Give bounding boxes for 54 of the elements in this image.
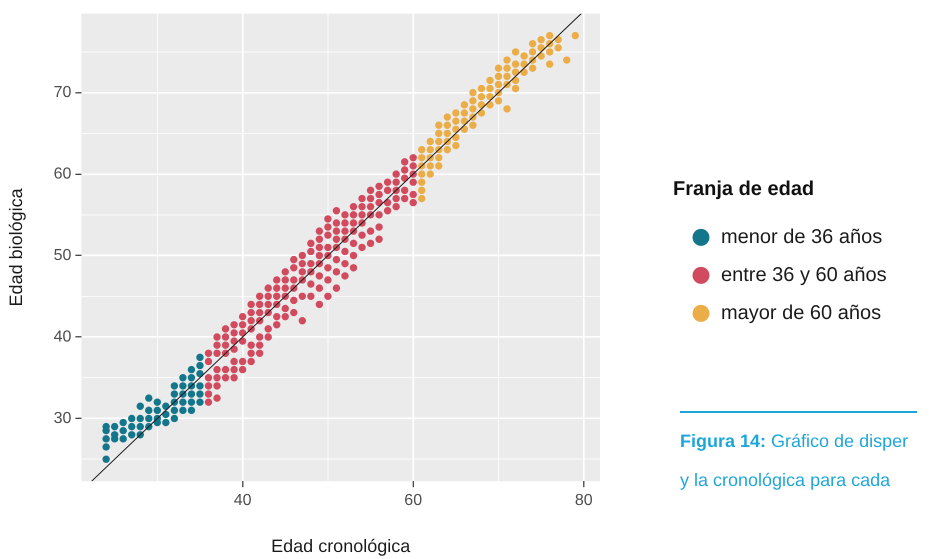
x-tick-label: 40 bbox=[234, 492, 252, 510]
point bbox=[188, 390, 196, 398]
point bbox=[136, 422, 144, 430]
point bbox=[110, 422, 118, 430]
point bbox=[154, 406, 162, 414]
point bbox=[145, 394, 152, 402]
point bbox=[145, 414, 152, 422]
y-tick-label: 50 bbox=[54, 246, 72, 264]
y-tick-label: 30 bbox=[54, 410, 72, 427]
point bbox=[179, 406, 187, 414]
point bbox=[102, 456, 110, 463]
y-tick-label: 60 bbox=[54, 165, 72, 182]
point bbox=[179, 382, 187, 390]
y-tick-label: 70 bbox=[54, 84, 72, 102]
point bbox=[196, 362, 204, 370]
x-tick-label: 60 bbox=[404, 492, 422, 510]
point bbox=[196, 382, 204, 390]
point bbox=[136, 402, 144, 410]
point bbox=[170, 390, 178, 398]
point bbox=[196, 390, 204, 398]
point bbox=[102, 443, 110, 451]
point bbox=[170, 382, 178, 390]
point bbox=[188, 398, 196, 406]
legend-label: mayor de 60 años bbox=[721, 302, 882, 324]
point bbox=[196, 398, 204, 406]
point bbox=[102, 435, 110, 443]
point bbox=[179, 398, 187, 406]
point bbox=[170, 406, 178, 414]
x-tick-label: 80 bbox=[574, 492, 593, 510]
point bbox=[162, 402, 170, 410]
point bbox=[145, 406, 152, 414]
y-tick-label: 40 bbox=[54, 328, 72, 346]
point bbox=[128, 414, 136, 422]
point bbox=[196, 354, 204, 362]
point bbox=[136, 414, 144, 422]
legend-label: entre 36 y 60 años bbox=[721, 264, 887, 286]
point bbox=[154, 398, 162, 406]
text: y la cronológica para cada bbox=[680, 469, 890, 491]
point bbox=[119, 426, 127, 434]
point bbox=[188, 366, 196, 374]
point bbox=[119, 435, 127, 443]
legend-label: menor de 36 años bbox=[721, 226, 882, 248]
legend-title: Franja de edad bbox=[673, 178, 814, 200]
point bbox=[179, 374, 187, 382]
point bbox=[119, 418, 127, 426]
y-axis-title: Edad biológica bbox=[6, 187, 26, 306]
point bbox=[128, 431, 136, 438]
point bbox=[128, 422, 136, 430]
point bbox=[162, 418, 170, 426]
x-axis-title: Edad cronológica bbox=[271, 536, 412, 556]
point bbox=[188, 406, 196, 414]
point bbox=[170, 414, 178, 422]
point bbox=[188, 374, 196, 382]
text: Figura 14: Gráfico de disper bbox=[680, 430, 908, 452]
